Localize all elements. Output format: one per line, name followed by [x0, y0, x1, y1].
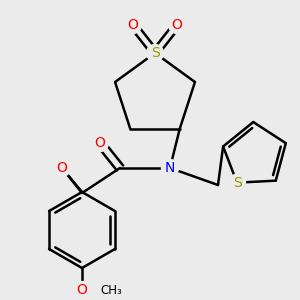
Circle shape [161, 160, 178, 176]
Circle shape [92, 134, 109, 152]
Text: O: O [94, 136, 105, 150]
Text: O: O [76, 283, 87, 297]
Circle shape [53, 160, 70, 176]
Text: S: S [233, 176, 242, 190]
Circle shape [169, 16, 185, 34]
Text: O: O [128, 18, 138, 32]
Text: N: N [165, 161, 175, 175]
Text: CH₃: CH₃ [100, 284, 122, 296]
Text: O: O [57, 161, 68, 175]
Circle shape [146, 44, 164, 62]
Text: O: O [172, 18, 182, 32]
Circle shape [229, 174, 245, 191]
Text: S: S [151, 46, 159, 60]
Circle shape [74, 281, 91, 298]
Circle shape [124, 16, 142, 34]
